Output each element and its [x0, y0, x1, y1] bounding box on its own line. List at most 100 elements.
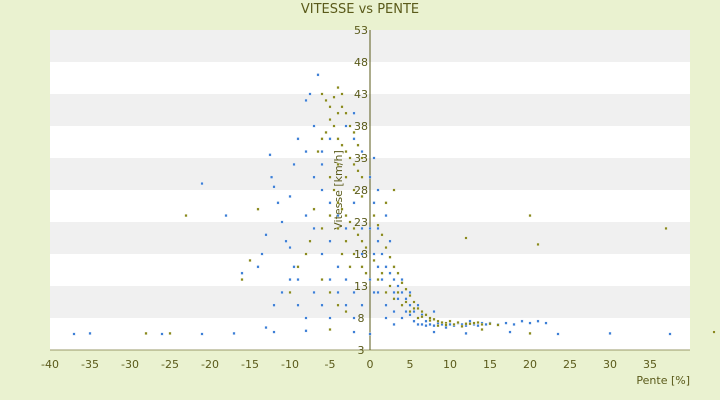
data-point-series-1 [372, 156, 376, 160]
data-point-series-1 [312, 226, 316, 230]
data-point-series-1 [296, 303, 300, 307]
data-point-series-1 [404, 310, 408, 314]
y-tick-label: 38 [354, 120, 368, 133]
data-point-series-2 [408, 310, 412, 314]
data-point-series-2 [424, 313, 428, 317]
data-point-series-2 [352, 252, 356, 256]
data-point-series-1 [264, 233, 268, 237]
data-point-series-1 [288, 246, 292, 250]
data-point-series-1 [468, 319, 472, 323]
data-point-series-2 [168, 331, 172, 335]
data-point-series-1 [304, 316, 308, 320]
data-point-series-1 [508, 330, 512, 334]
data-point-series-2 [388, 284, 392, 288]
data-point-series-2 [344, 310, 348, 314]
data-point-series-2 [328, 290, 332, 294]
data-point-series-1 [256, 265, 260, 269]
data-point-series-2 [480, 322, 484, 326]
data-point-series-1 [280, 290, 284, 294]
data-point-series-1 [320, 303, 324, 307]
data-point-series-2 [352, 130, 356, 134]
data-point-series-1 [412, 310, 416, 314]
data-point-series-1 [352, 316, 356, 320]
data-point-series-1 [352, 111, 356, 115]
data-point-series-2 [380, 233, 384, 237]
data-point-series-2 [256, 207, 260, 211]
x-tick-label: 35 [643, 358, 657, 371]
data-point-series-1 [416, 303, 420, 307]
y-tick-label: 8 [358, 312, 365, 325]
data-point-series-2 [344, 239, 348, 243]
data-point-series-2 [376, 278, 380, 282]
data-point-series-2 [332, 124, 336, 128]
data-point-series-1 [328, 201, 332, 205]
data-point-series-1 [476, 324, 480, 328]
data-point-series-1 [536, 319, 540, 323]
data-point-series-1 [668, 332, 672, 336]
data-point-series-1 [448, 322, 452, 326]
data-point-series-2 [384, 290, 388, 294]
x-tick-label: -30 [121, 358, 139, 371]
data-point-series-2 [404, 300, 408, 304]
y-tick-label: 28 [354, 184, 368, 197]
data-point-series-1 [284, 239, 288, 243]
data-point-series-1 [428, 322, 432, 326]
data-point-series-1 [304, 329, 308, 333]
data-point-series-2 [456, 321, 460, 324]
data-point-series-2 [340, 252, 344, 256]
data-point-series-2 [416, 316, 420, 320]
data-point-series-1 [432, 324, 436, 328]
data-point-series-2 [328, 175, 332, 179]
data-point-series-2 [428, 316, 432, 320]
x-tick-label: 0 [367, 358, 374, 371]
data-point-series-2 [448, 319, 452, 323]
data-point-series-2 [712, 330, 716, 334]
data-point-series-2 [316, 150, 320, 154]
data-point-series-2 [396, 290, 400, 294]
data-point-series-2 [184, 214, 188, 218]
data-point-series-1 [72, 332, 76, 336]
data-point-series-1 [292, 265, 296, 269]
data-point-series-1 [368, 278, 372, 282]
data-point-series-1 [352, 290, 356, 294]
data-point-series-2 [384, 246, 388, 250]
data-point-series-1 [240, 271, 244, 275]
data-point-series-2 [536, 242, 540, 246]
data-point-series-1 [264, 326, 268, 330]
data-point-series-1 [276, 201, 280, 205]
data-point-series-2 [372, 258, 376, 262]
data-point-series-2 [364, 246, 368, 250]
data-point-series-2 [336, 162, 340, 166]
data-point-series-1 [320, 188, 324, 192]
data-point-series-1 [312, 175, 316, 179]
data-point-series-2 [336, 201, 340, 205]
data-point-series-2 [444, 323, 448, 327]
data-point-series-2 [332, 188, 336, 192]
data-point-series-2 [360, 239, 364, 243]
data-point-series-1 [368, 175, 372, 179]
data-point-series-2 [392, 297, 396, 301]
data-point-series-2 [336, 111, 340, 115]
data-point-series-1 [328, 316, 332, 320]
data-point-series-1 [380, 278, 384, 282]
data-point-series-1 [400, 278, 404, 282]
data-point-series-2 [348, 124, 352, 128]
data-point-series-1 [404, 297, 408, 301]
data-point-series-1 [376, 239, 380, 243]
data-point-series-2 [352, 162, 356, 166]
data-point-series-1 [368, 226, 372, 230]
data-point-series-1 [392, 278, 396, 282]
data-point-series-1 [408, 290, 412, 294]
data-point-series-1 [392, 322, 396, 326]
data-point-series-1 [200, 182, 204, 186]
x-tick-label: -20 [201, 358, 219, 371]
y-tick-label: 3 [358, 344, 365, 357]
data-point-series-2 [328, 214, 332, 218]
data-point-series-1 [432, 330, 436, 334]
data-point-series-2 [328, 105, 332, 109]
data-point-series-2 [372, 214, 376, 218]
data-point-series-2 [340, 92, 344, 96]
chart-title: VITESSE vs PENTE [300, 2, 420, 17]
data-point-series-2 [472, 321, 476, 325]
